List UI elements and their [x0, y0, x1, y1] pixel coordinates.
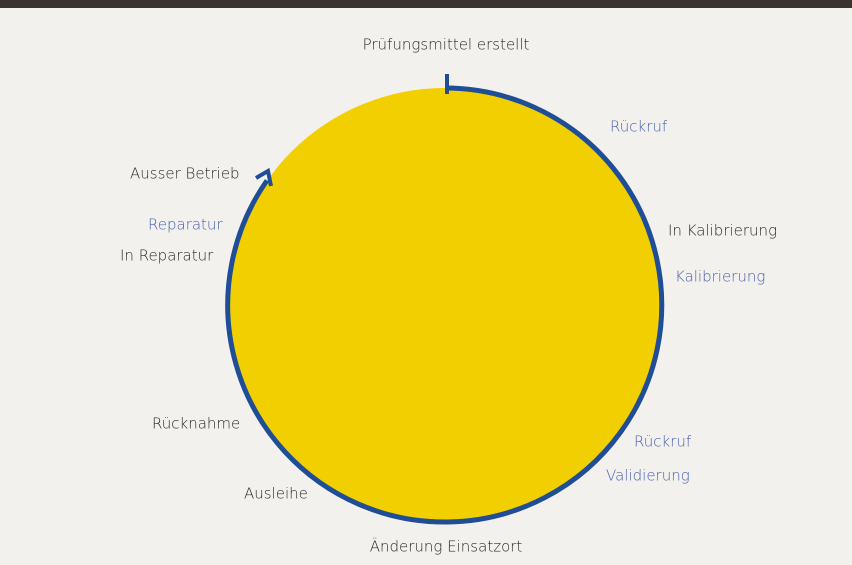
- state-label: Prüfungsmittel erstellt: [363, 36, 530, 54]
- transition-label: Validierung: [606, 467, 690, 485]
- state-label: In Reparatur: [120, 247, 214, 265]
- state-label: In Kalibrierung: [668, 222, 777, 240]
- transition-label: Reparatur: [148, 216, 223, 234]
- transition-label: Rückruf: [634, 433, 692, 451]
- transition-label: Kalibrierung: [675, 268, 765, 286]
- cycle-circle: [228, 88, 662, 522]
- top-bar: [0, 0, 852, 8]
- arrow-head: [254, 167, 273, 187]
- state-label: Rücknahme: [152, 415, 240, 433]
- state-label: Ausser Betrieb: [130, 165, 240, 183]
- state-label: Ausleihe: [244, 485, 308, 503]
- transition-label: Rückruf: [610, 118, 668, 136]
- cycle-arc: [225, 85, 665, 525]
- state-label: Änderung Einsatzort: [370, 537, 523, 556]
